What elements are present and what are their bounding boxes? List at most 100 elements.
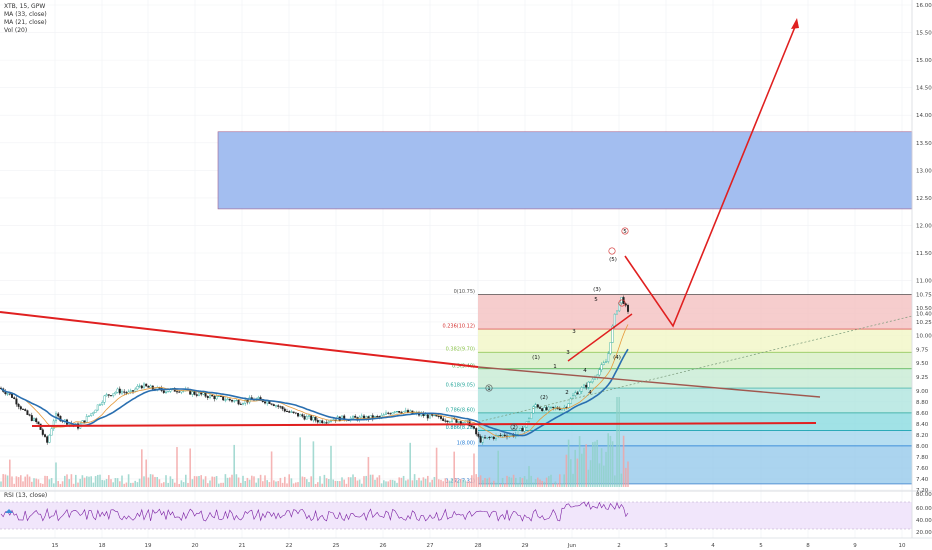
volume-bar — [570, 459, 572, 487]
fib-level-label: 0.236(10.12) — [442, 324, 475, 330]
date-tick-label: 22 — [286, 543, 293, 549]
volume-bar — [57, 481, 59, 487]
volume-bar — [396, 482, 398, 487]
volume-bar — [545, 477, 548, 487]
price-tick-label: 8.40 — [916, 422, 929, 428]
volume-bar — [411, 480, 414, 487]
volume-bar — [257, 478, 260, 487]
volume-bar — [213, 476, 216, 487]
volume-bar — [297, 482, 299, 487]
date-tick-label: Jun — [567, 543, 577, 549]
volume-bar — [110, 479, 112, 487]
volume-bar — [504, 483, 506, 487]
candle-body — [48, 434, 51, 443]
candle-body — [578, 391, 581, 395]
volume-bar — [259, 474, 262, 487]
volume-bar — [262, 481, 264, 487]
wave-marker — [608, 247, 616, 255]
fib-level-label: 0.886(8.28) — [446, 425, 475, 431]
candle-body — [200, 392, 203, 395]
volume-bar — [413, 474, 416, 487]
wave-label: 2 — [565, 390, 569, 396]
volume-bar — [589, 460, 592, 487]
candle-body — [501, 434, 504, 436]
volume-bar — [116, 478, 119, 487]
rsi-pane — [0, 490, 932, 530]
volume-bar — [449, 480, 451, 487]
candle-body — [50, 428, 53, 436]
candle-body — [550, 406, 553, 408]
candle-body — [424, 414, 427, 417]
volume-bar — [328, 479, 330, 487]
wave-label: 2 — [512, 425, 516, 431]
fib-zone — [478, 368, 912, 389]
candle-body — [444, 420, 447, 422]
volume-bar — [112, 482, 114, 487]
volume-bar — [224, 474, 227, 487]
candle-body — [131, 390, 134, 392]
volume-bar — [578, 436, 581, 487]
candle-body — [57, 413, 60, 417]
volume-bar — [24, 476, 26, 487]
candle-body — [547, 406, 550, 411]
candle-body — [235, 400, 238, 402]
candle-body — [17, 403, 20, 407]
volume-bar — [352, 474, 354, 487]
candle-body — [118, 388, 121, 394]
volume-bar — [427, 475, 429, 487]
candle-body — [136, 385, 139, 390]
rsi-tick-label: 80.00 — [916, 492, 932, 498]
fib-level-label: 0(10.75) — [454, 289, 475, 295]
volume-bar — [226, 477, 229, 487]
volume-bar — [123, 483, 125, 487]
volume-bar — [105, 478, 108, 487]
volume-bar — [603, 465, 605, 487]
volume-bar — [94, 476, 97, 487]
price-tick-label: 13.00 — [916, 168, 932, 174]
candle-body — [204, 392, 207, 397]
candle-body — [13, 397, 16, 400]
volume-bar — [499, 483, 502, 487]
candle-body — [41, 429, 44, 435]
fib-zone — [478, 294, 912, 330]
volume-bar — [460, 479, 462, 487]
volume-bar — [127, 474, 130, 487]
volume-bar — [2, 474, 4, 487]
volume-bar — [587, 469, 590, 487]
candle-body — [125, 392, 128, 394]
volume-bar — [332, 479, 334, 487]
rsi-tick-label: 20.00 — [916, 530, 932, 536]
projection-path — [624, 21, 798, 328]
volume-bar — [484, 478, 486, 487]
volume-bar — [319, 476, 321, 487]
date-tick-label: 5 — [759, 543, 763, 549]
volume-bar — [479, 475, 482, 487]
candle-body — [24, 409, 27, 411]
candle-body — [310, 415, 313, 421]
candle-body — [213, 395, 216, 400]
fib-level-label: 0.786(8.60) — [446, 407, 475, 413]
candle-body — [470, 425, 473, 427]
volume-bar — [356, 480, 359, 487]
wave-label: (3) — [593, 287, 601, 293]
volume-bar — [440, 479, 442, 487]
candle-body — [523, 426, 526, 432]
volume-bar — [609, 435, 612, 487]
candle-body — [312, 417, 315, 421]
candle-body — [10, 393, 13, 398]
candle-body — [455, 418, 458, 423]
volume-bar — [435, 447, 438, 487]
candle-body — [389, 413, 392, 415]
candle-body — [35, 418, 38, 423]
volume-bar — [424, 478, 427, 487]
candle-body — [94, 409, 97, 413]
volume-bar — [171, 479, 174, 487]
volume-bar — [389, 479, 392, 487]
volume-bar — [387, 481, 389, 487]
fib-zone — [478, 430, 912, 446]
candle-body — [440, 416, 443, 419]
projection-arrowhead — [791, 18, 799, 29]
candle-body — [272, 404, 275, 407]
candle-body — [129, 390, 132, 393]
volume-bar — [167, 482, 169, 487]
